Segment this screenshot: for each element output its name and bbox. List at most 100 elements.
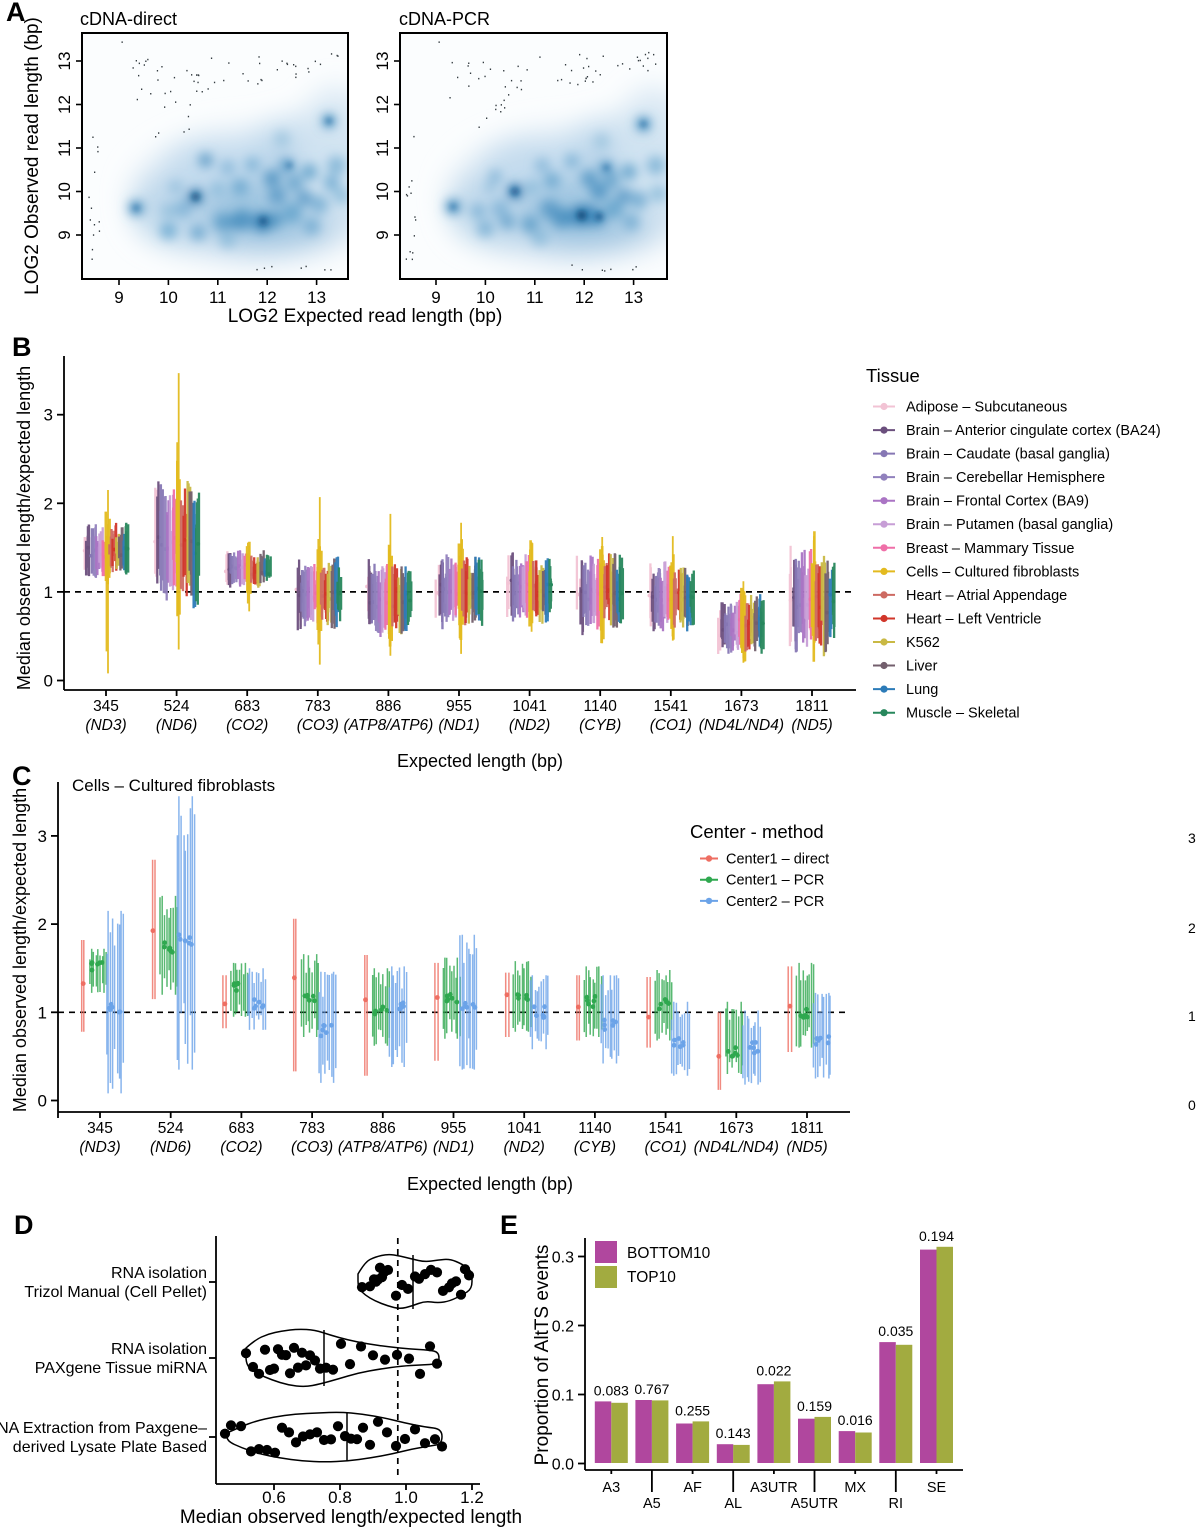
svg-text:(ND5): (ND5): [786, 1139, 827, 1156]
svg-text:9: 9: [114, 288, 123, 307]
svg-text:13: 13: [55, 52, 74, 71]
svg-text:Brain – Caudate (basal ganglia: Brain – Caudate (basal ganglia): [906, 447, 1110, 463]
svg-text:12: 12: [575, 288, 594, 307]
svg-text:1041: 1041: [512, 698, 546, 715]
svg-text:Heart – Atrial Appendage: Heart – Atrial Appendage: [906, 588, 1067, 604]
svg-text:(ND1): (ND1): [438, 717, 479, 734]
svg-text:Heart – Left Ventricle: Heart – Left Ventricle: [906, 612, 1041, 628]
svg-text:(ATP8/ATP6): (ATP8/ATP6): [343, 717, 433, 734]
svg-text:Median observed length/expecte: Median observed length/expected length: [10, 788, 30, 1112]
svg-text:Center1 – direct: Center1 – direct: [726, 852, 829, 868]
svg-text:10: 10: [476, 288, 495, 307]
svg-text:345: 345: [87, 1120, 113, 1137]
svg-text:0.143: 0.143: [716, 1425, 751, 1441]
svg-text:683: 683: [234, 698, 260, 715]
svg-text:D: D: [14, 1210, 34, 1240]
svg-text:Median observed length/expecte: Median observed length/expected length: [180, 1507, 522, 1528]
svg-text:Brain – Anterior cingulate cor: Brain – Anterior cingulate cortex (BA24): [906, 423, 1161, 439]
svg-text:(ND3): (ND3): [79, 1139, 120, 1156]
svg-text:PAXgene Tissue miRNA: PAXgene Tissue miRNA: [35, 1360, 208, 1377]
svg-text:1: 1: [38, 1003, 47, 1022]
svg-text:13: 13: [307, 288, 326, 307]
svg-text:783: 783: [299, 1120, 325, 1137]
svg-text:(CO1): (CO1): [644, 1139, 686, 1156]
svg-text:(CO3): (CO3): [297, 717, 339, 734]
svg-text:1: 1: [44, 583, 53, 602]
svg-text:(CYB): (CYB): [579, 717, 621, 734]
svg-text:0.255: 0.255: [675, 1402, 710, 1418]
svg-text:11: 11: [373, 139, 392, 157]
svg-text:3: 3: [1188, 830, 1196, 846]
svg-text:11: 11: [526, 288, 544, 307]
svg-text:0: 0: [44, 672, 53, 691]
svg-text:BOTTOM10: BOTTOM10: [627, 1245, 711, 1262]
svg-text:Center2 – PCR: Center2 – PCR: [726, 894, 824, 910]
svg-text:9: 9: [431, 288, 440, 307]
svg-text:11: 11: [209, 288, 227, 307]
svg-text:9: 9: [373, 230, 392, 239]
svg-text:(ND1): (ND1): [433, 1139, 474, 1156]
svg-text:524: 524: [158, 1120, 184, 1137]
svg-text:9: 9: [55, 230, 74, 239]
svg-text:Lung: Lung: [906, 682, 938, 698]
svg-text:Adipose – Subcutaneous: Adipose – Subcutaneous: [906, 400, 1067, 416]
svg-text:12: 12: [55, 95, 74, 114]
svg-text:0.6: 0.6: [262, 1488, 286, 1507]
svg-text:Trizol Manual (Cell Pellet): Trizol Manual (Cell Pellet): [24, 1284, 207, 1301]
svg-text:345: 345: [93, 698, 119, 715]
svg-text:13: 13: [373, 52, 392, 71]
svg-text:Tissue: Tissue: [866, 365, 920, 386]
svg-text:0.083: 0.083: [594, 1382, 629, 1398]
svg-text:Center1 – PCR: Center1 – PCR: [726, 873, 824, 889]
svg-text:RNA Extraction from Paxgene–: RNA Extraction from Paxgene–: [0, 1420, 207, 1437]
svg-text:Muscle – Skeletal: Muscle – Skeletal: [906, 706, 1020, 722]
svg-text:(ND5): (ND5): [791, 717, 832, 734]
svg-text:LOG2 Expected read length (bp): LOG2 Expected read length (bp): [228, 306, 503, 327]
svg-text:955: 955: [446, 698, 472, 715]
svg-text:1.0: 1.0: [394, 1488, 418, 1507]
svg-text:1541: 1541: [648, 1120, 682, 1137]
svg-text:A5UTR: A5UTR: [791, 1496, 839, 1512]
svg-text:A: A: [6, 0, 26, 27]
svg-text:Expected length (bp): Expected length (bp): [397, 751, 563, 771]
svg-text:B: B: [12, 332, 32, 362]
svg-text:(ND2): (ND2): [509, 717, 550, 734]
svg-text:(ND3): (ND3): [85, 717, 126, 734]
svg-text:524: 524: [164, 698, 190, 715]
svg-text:0.159: 0.159: [797, 1398, 832, 1414]
svg-text:(ND4L/ND4): (ND4L/ND4): [694, 1139, 779, 1156]
svg-text:LOG2 Observed read length (bp): LOG2 Observed read length (bp): [22, 17, 43, 295]
svg-text:Cells – Cultured fibroblasts: Cells – Cultured fibroblasts: [72, 776, 275, 795]
svg-text:0.767: 0.767: [634, 1381, 669, 1397]
svg-text:cDNA-direct: cDNA-direct: [80, 9, 177, 29]
svg-text:TOP10: TOP10: [627, 1269, 676, 1286]
svg-text:K562: K562: [906, 635, 940, 651]
svg-text:1811: 1811: [790, 1120, 823, 1137]
svg-text:13: 13: [624, 288, 643, 307]
svg-text:0.194: 0.194: [919, 1228, 954, 1244]
svg-text:(CO1): (CO1): [650, 717, 692, 734]
svg-text:1041: 1041: [507, 1120, 541, 1137]
svg-text:1140: 1140: [578, 1120, 612, 1137]
svg-text:RNA isolation: RNA isolation: [111, 1265, 207, 1282]
svg-text:0.035: 0.035: [878, 1323, 913, 1339]
svg-text:Expected length (bp): Expected length (bp): [407, 1174, 573, 1194]
svg-text:Cells – Cultured fibroblasts: Cells – Cultured fibroblasts: [906, 564, 1079, 580]
svg-text:MX: MX: [844, 1480, 866, 1496]
svg-text:886: 886: [370, 1120, 396, 1137]
svg-text:Brain – Cerebellar Hemisphere: Brain – Cerebellar Hemisphere: [906, 470, 1105, 486]
svg-text:RNA isolation: RNA isolation: [111, 1341, 207, 1358]
svg-text:10: 10: [373, 182, 392, 201]
svg-text:0: 0: [1188, 1097, 1196, 1113]
svg-text:(ND6): (ND6): [150, 1139, 191, 1156]
svg-text:1673: 1673: [719, 1120, 753, 1137]
svg-text:1673: 1673: [724, 698, 758, 715]
svg-text:0.8: 0.8: [328, 1488, 352, 1507]
svg-text:12: 12: [258, 288, 277, 307]
svg-text:(CO3): (CO3): [291, 1139, 333, 1156]
svg-text:Brain – Putamen (basal ganglia: Brain – Putamen (basal ganglia): [906, 517, 1113, 533]
svg-text:(CO2): (CO2): [220, 1139, 262, 1156]
svg-text:Breast – Mammary Tissue: Breast – Mammary Tissue: [906, 541, 1074, 557]
svg-text:0.0: 0.0: [552, 1457, 574, 1474]
svg-text:2: 2: [1188, 920, 1196, 936]
